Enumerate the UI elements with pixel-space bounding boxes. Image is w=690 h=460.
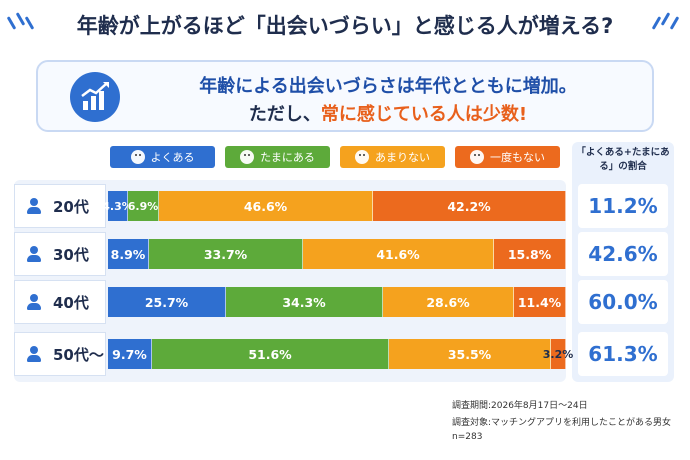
footnote: 調査期間:2026年8月17日〜24日 <box>452 401 588 411</box>
ratio-value: 42.6% <box>578 232 668 276</box>
bar-segment: 34.3% <box>226 287 383 317</box>
bar-segment: 11.4% <box>514 287 566 317</box>
row-label-text: 40代 <box>53 293 89 312</box>
row-label: 50代〜 <box>14 332 106 376</box>
bar-segment: 4.3% <box>102 191 133 221</box>
legend-item: 一度もない <box>455 146 560 168</box>
person-icon <box>27 346 41 362</box>
legend-item: よくある <box>110 146 215 168</box>
legend-label: 一度もない <box>490 151 545 164</box>
stacked-bar: 9.7% 51.6% 35.5% 3.2% <box>108 339 573 369</box>
bar-segment: 35.5% <box>389 339 551 369</box>
bar-segment: 8.9% <box>108 239 149 269</box>
row-label-text: 20代 <box>53 197 89 216</box>
face-icon <box>470 150 484 164</box>
legend-label: よくある <box>150 151 195 164</box>
subtitle-line-2-lead: ただし、 <box>248 104 321 125</box>
page-title: 年齢が上がるほど「出会いづらい」と感じる人が増える? <box>76 14 614 38</box>
subtitle-line-1: 年齢による出会いづらさは年代とともに増加。 <box>199 76 577 97</box>
bar-segment: 9.7% <box>108 339 152 369</box>
face-icon <box>130 150 145 164</box>
bar-segment: 51.6% <box>152 339 389 369</box>
row-label: 30代 <box>14 232 106 276</box>
stacked-bar: 8.9% 33.7% 41.6% 15.8% <box>108 239 566 269</box>
ratio-header: 「よくある+たまにある」の割合 <box>576 147 670 172</box>
chart-up-icon <box>70 72 120 122</box>
person-icon <box>27 294 41 310</box>
stacked-bar: 25.7% 34.3% 28.6% 11.4% <box>108 287 566 317</box>
bar-segment: 42.2% <box>373 191 566 221</box>
bar-segment: 41.6% <box>303 239 494 269</box>
footnote: 調査対象:マッチングアプリを利用したことがある男女 <box>452 418 672 428</box>
subtitle-box: 年齢による出会いづらさは年代とともに増加。 ただし、常に感じている人は少数! <box>36 60 654 132</box>
ratio-value: 60.0% <box>578 280 668 324</box>
bar-segment: 3.2% <box>543 339 573 369</box>
legend-label: たまにある <box>260 151 315 164</box>
bar-segment: 28.6% <box>383 287 514 317</box>
face-icon <box>355 150 369 164</box>
face-icon <box>240 150 255 164</box>
stacked-bar: 4.3% 6.9% 46.6% 42.2% <box>102 191 566 221</box>
row-label: 20代 <box>14 184 106 228</box>
row-label: 40代 <box>14 280 106 324</box>
ratio-value: 61.3% <box>578 332 668 376</box>
subtitle-line-2: ただし、常に感じている人は少数! <box>148 100 628 126</box>
legend-item: たまにある <box>225 146 330 168</box>
bar-segment: 25.7% <box>108 287 226 317</box>
bar-segment: 15.8% <box>494 239 566 269</box>
title-row: 年齢が上がるほど「出会いづらい」と感じる人が増える? <box>0 6 690 46</box>
subtitle-highlight: 常に感じている人は少数! <box>320 104 528 125</box>
person-icon <box>27 198 41 214</box>
row-label-text: 50代〜 <box>53 345 104 364</box>
person-icon <box>27 246 41 262</box>
bar-segment: 6.9% <box>128 191 159 221</box>
legend-item: あまりない <box>340 146 445 168</box>
footnote: n=283 <box>452 432 483 442</box>
bar-segment: 33.7% <box>149 239 303 269</box>
ratio-value: 11.2% <box>578 184 668 228</box>
row-label-text: 30代 <box>53 245 89 264</box>
legend-label: あまりない <box>375 151 430 164</box>
bar-segment: 46.6% <box>159 191 373 221</box>
